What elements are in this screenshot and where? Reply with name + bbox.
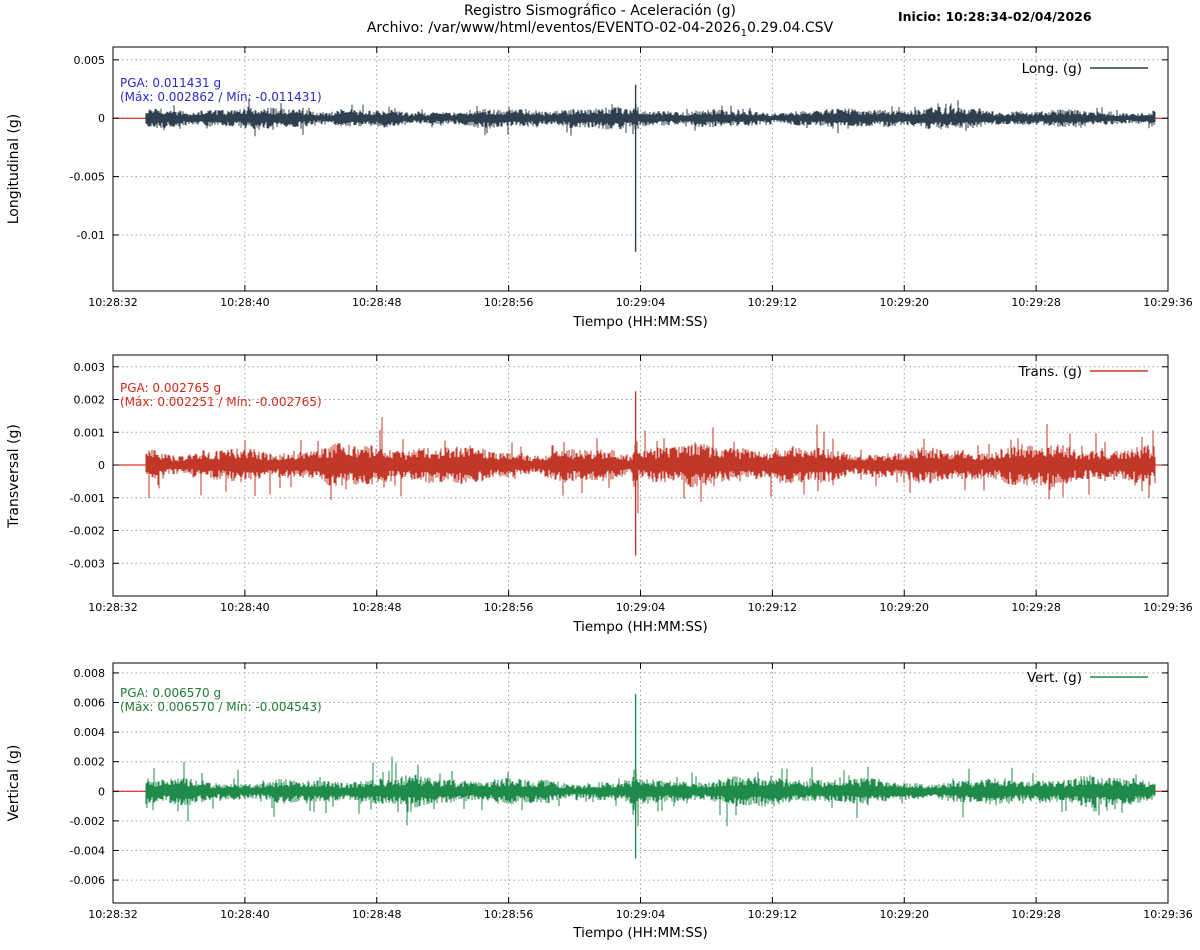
x-tick-label: 10:28:40 xyxy=(220,908,269,921)
transversal-chart: 10:28:32 10:28:40 10:28:48 10:28:56 10:29:04… xyxy=(70,354,1193,614)
transversal-pga-value: PGA: 0.002765 g xyxy=(120,381,222,395)
x-tick-label: 10:29:12 xyxy=(748,908,797,921)
y-tick-label: 0.004 xyxy=(74,726,106,739)
y-tick-label: -0.004 xyxy=(70,845,105,858)
y-tick-label: 0.001 xyxy=(74,426,106,439)
y-tick-label: -0.006 xyxy=(70,874,105,887)
x-axis-title-transversal: Tiempo (HH:MM:SS) xyxy=(573,619,708,635)
x-tick-label: 10:29:04 xyxy=(616,601,665,614)
transversal-trace xyxy=(145,417,1156,514)
y-tick-label: 0.002 xyxy=(74,394,106,407)
y-tick-label: 0.005 xyxy=(74,54,106,67)
file-path-subscript: 1 xyxy=(740,27,748,39)
vertical-trace xyxy=(145,756,1156,827)
x-tick-label: 10:29:20 xyxy=(880,296,929,309)
longitudinal-legend-label: Long. (g) xyxy=(1021,61,1082,77)
x-axis-title-vertical: Tiempo (HH:MM:SS) xyxy=(573,925,708,941)
x-tick-label: 10:29:28 xyxy=(1011,908,1060,921)
x-tick-label: 10:28:32 xyxy=(88,296,137,309)
transversal-legend-label: Trans. (g) xyxy=(1018,364,1082,380)
y-tick-label: -0.01 xyxy=(77,229,105,242)
x-tick-label: 10:28:56 xyxy=(484,296,533,309)
x-tick-label: 10:29:12 xyxy=(748,601,797,614)
x-tick-label: 10:29:28 xyxy=(1011,296,1060,309)
start-time-label: Inicio: 10:28:34-02/04/2026 xyxy=(898,9,1092,24)
x-tick-label: 10:29:36 xyxy=(1143,296,1192,309)
x-tick-label: 10:28:40 xyxy=(220,601,269,614)
longitudinal-annotation: PGA: 0.011431 g (Máx: 0.002862 / Mín: -0… xyxy=(120,76,322,104)
x-tick-label: 10:28:56 xyxy=(484,601,533,614)
longitudinal-pga-value: PGA: 0.011431 g xyxy=(120,76,222,90)
x-tick-label: 10:29:04 xyxy=(616,296,665,309)
y-axis-title-longitudinal: Longitudinal (g) xyxy=(6,113,22,225)
transversal-maxmin-values: (Máx: 0.002251 / Mín: -0.002765) xyxy=(120,394,322,409)
header: Registro Sismográfico - Aceleración (g) … xyxy=(0,3,1200,42)
vertical-legend-label: Vert. (g) xyxy=(1026,670,1082,686)
y-tick-label: 0 xyxy=(98,112,105,125)
file-path-prefix: Archivo: /var/www/html/eventos/EVENTO-02… xyxy=(366,20,741,36)
file-subtitle: Archivo: /var/www/html/eventos/EVENTO-02… xyxy=(0,20,1200,42)
y-tick-label: -0.005 xyxy=(70,171,105,184)
x-tick-label: 10:28:56 xyxy=(484,908,533,921)
y-axis-title-transversal: Transversal (g) xyxy=(6,424,22,528)
vertical-maxmin-values: (Máx: 0.006570 / Mín: -0.004543) xyxy=(120,699,322,714)
vertical-pga-value: PGA: 0.006570 g xyxy=(120,686,222,700)
y-tick-label: 0.008 xyxy=(74,667,106,680)
longitudinal-chart: 10:28:32 10:28:40 10:28:48 10:28:56 10:29:04… xyxy=(70,46,1193,309)
x-tick-label: 10:29:36 xyxy=(1143,601,1192,614)
y-tick-label: 0.002 xyxy=(74,756,106,769)
longitudinal-trace xyxy=(145,98,1156,137)
transversal-annotation: PGA: 0.002765 g (Máx: 0.002251 / Mín: -0… xyxy=(120,381,322,409)
vertical-annotation: PGA: 0.006570 g (Máx: 0.006570 / Mín: -0… xyxy=(120,686,322,714)
x-tick-label: 10:28:40 xyxy=(220,296,269,309)
page-title: Registro Sismográfico - Aceleración (g) xyxy=(463,3,737,19)
x-tick-label: 10:29:04 xyxy=(616,908,665,921)
x-tick-label: 10:29:20 xyxy=(880,908,929,921)
y-tick-label: -0.002 xyxy=(70,525,105,538)
y-tick-label: 0.003 xyxy=(74,361,106,374)
x-axis-title-longitudinal: Tiempo (HH:MM:SS) xyxy=(573,314,708,330)
x-tick-label: 10:28:48 xyxy=(352,296,401,309)
file-path-suffix: 0.29.04.CSV xyxy=(747,20,834,36)
x-tick-label: 10:29:12 xyxy=(748,296,797,309)
y-axis-title-vertical: Vertical (g) xyxy=(6,744,22,822)
x-tick-label: 10:28:32 xyxy=(88,908,137,921)
y-tick-label: -0.001 xyxy=(70,492,105,505)
x-tick-label: 10:29:20 xyxy=(880,601,929,614)
x-tick-label: 10:28:32 xyxy=(88,601,137,614)
y-tick-label: -0.003 xyxy=(70,557,105,570)
x-tick-label: 10:29:28 xyxy=(1011,601,1060,614)
longitudinal-maxmin-values: (Máx: 0.002862 / Mín: -0.011431) xyxy=(120,89,322,104)
x-tick-label: 10:28:48 xyxy=(352,908,401,921)
x-tick-label: 10:29:36 xyxy=(1143,908,1192,921)
x-tick-label: 10:28:48 xyxy=(352,601,401,614)
y-tick-label: -0.002 xyxy=(70,815,105,828)
y-tick-label: 0 xyxy=(98,459,105,472)
y-tick-label: 0 xyxy=(98,785,105,798)
vertical-chart: 10:28:32 10:28:40 10:28:48 10:28:56 10:29:04… xyxy=(70,662,1193,921)
y-tick-label: 0.006 xyxy=(74,697,106,710)
